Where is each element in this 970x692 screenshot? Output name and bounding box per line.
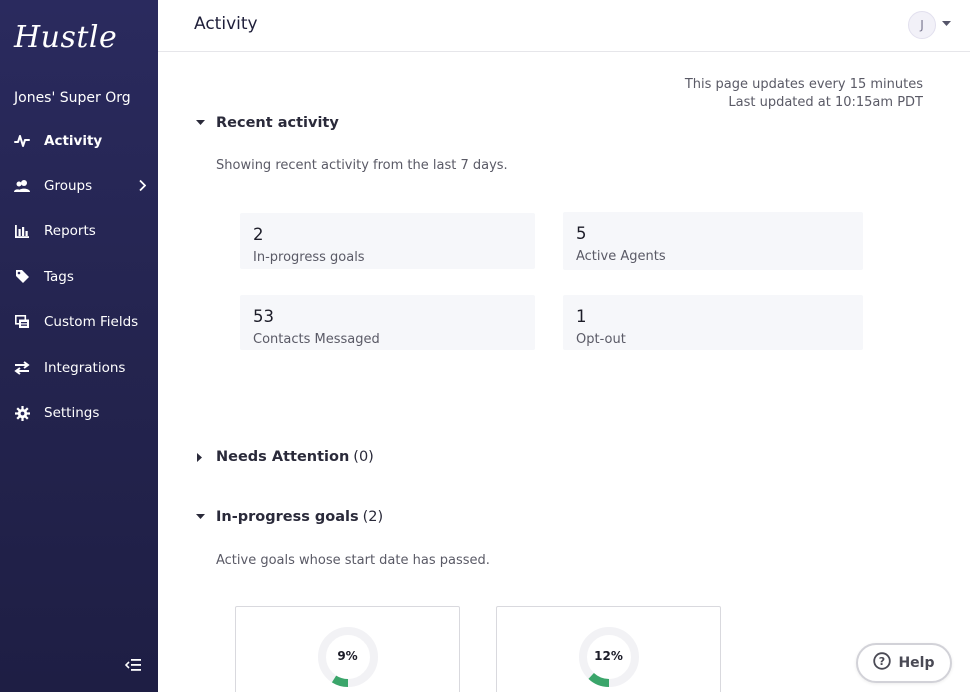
- stat-value: 53: [253, 307, 274, 326]
- sidebar-item-custom-fields[interactable]: Custom Fields: [0, 300, 158, 345]
- sidebar-item-label: Integrations: [44, 359, 126, 376]
- sidebar-item-activity[interactable]: Activity: [0, 118, 158, 163]
- in-progress-goals-description: Active goals whose start date has passed…: [216, 553, 490, 568]
- sidebar-item-groups[interactable]: Groups: [0, 163, 158, 208]
- stat-label: Contacts Messaged: [253, 332, 380, 347]
- sidebar-item-label: Custom Fields: [44, 314, 139, 331]
- top-bar: Activity J: [158, 0, 970, 52]
- sidebar: Hustle Jones' Super Org Activity Groups …: [0, 0, 158, 692]
- caret-right-icon: [194, 451, 206, 463]
- gear-icon: [14, 405, 30, 421]
- groups-icon: [14, 178, 30, 194]
- stat-label: Active Agents: [576, 249, 666, 264]
- sidebar-item-label: Reports: [44, 223, 96, 240]
- sidebar-item-label: Tags: [44, 268, 74, 285]
- update-frequency-text: This page updates every 15 minutes: [684, 77, 923, 92]
- sidebar-item-tags[interactable]: Tags: [0, 254, 158, 299]
- stat-label: In-progress goals: [253, 250, 365, 265]
- help-label: Help: [898, 655, 935, 671]
- goal-progress-ring: [318, 627, 378, 687]
- stat-card-in-progress-goals: 2 In-progress goals: [240, 213, 535, 269]
- sidebar-item-integrations[interactable]: Integrations: [0, 345, 158, 390]
- integrations-icon: [14, 360, 30, 376]
- caret-down-icon[interactable]: [940, 18, 952, 30]
- section-count: (0): [353, 449, 374, 465]
- section-title: In-progress goals: [216, 509, 359, 525]
- recent-activity-description: Showing recent activity from the last 7 …: [216, 158, 508, 173]
- tag-icon: [14, 269, 30, 285]
- stat-value: 1: [576, 307, 587, 326]
- svg-text:?: ?: [879, 655, 885, 668]
- sidebar-item-label: Activity: [44, 132, 103, 149]
- sidebar-item-label: Settings: [44, 405, 100, 422]
- chevron-right-icon: [138, 177, 147, 196]
- org-name[interactable]: Jones' Super Org: [14, 90, 131, 106]
- custom-fields-icon: [14, 314, 30, 330]
- stat-value: 2: [253, 225, 264, 244]
- stat-card-contacts-messaged: 53 Contacts Messaged: [240, 295, 535, 350]
- needs-attention-toggle[interactable]: Needs Attention (0): [194, 449, 374, 465]
- goal-card[interactable]: 12%: [496, 606, 721, 692]
- stat-label: Opt-out: [576, 332, 626, 347]
- sidebar-item-settings[interactable]: Settings: [0, 390, 158, 435]
- section-title: Recent activity: [216, 115, 339, 131]
- reports-icon: [14, 223, 30, 239]
- stat-value: 5: [576, 224, 587, 243]
- question-circle-icon: ?: [873, 652, 892, 674]
- last-updated-text: Last updated at 10:15am PDT: [728, 95, 923, 110]
- stat-card-active-agents: 5 Active Agents: [563, 212, 863, 270]
- caret-down-icon: [194, 511, 206, 523]
- page-title: Activity: [194, 14, 258, 34]
- goal-card[interactable]: 9%: [235, 606, 460, 692]
- section-count: (2): [362, 509, 384, 525]
- caret-down-icon: [194, 117, 206, 129]
- sidebar-item-label: Groups: [44, 178, 93, 195]
- activity-icon: [14, 133, 30, 149]
- update-info: This page updates every 15 minutes Last …: [685, 76, 923, 112]
- help-button[interactable]: ? Help: [856, 643, 952, 683]
- avatar[interactable]: J: [908, 11, 936, 39]
- recent-activity-toggle[interactable]: Recent activity: [194, 115, 339, 131]
- goal-percent-label: 12%: [594, 649, 623, 663]
- sidebar-nav: Activity Groups Reports Tags: [0, 118, 158, 436]
- sidebar-item-reports[interactable]: Reports: [0, 209, 158, 254]
- in-progress-goals-toggle[interactable]: In-progress goals (2): [194, 509, 383, 525]
- goal-progress-ring: [579, 627, 639, 687]
- collapse-sidebar-icon[interactable]: [124, 656, 142, 674]
- section-title: Needs Attention: [216, 449, 350, 465]
- goal-percent-label: 9%: [337, 649, 358, 663]
- stat-card-opt-out: 1 Opt-out: [563, 295, 863, 350]
- app-logo[interactable]: Hustle: [14, 20, 118, 55]
